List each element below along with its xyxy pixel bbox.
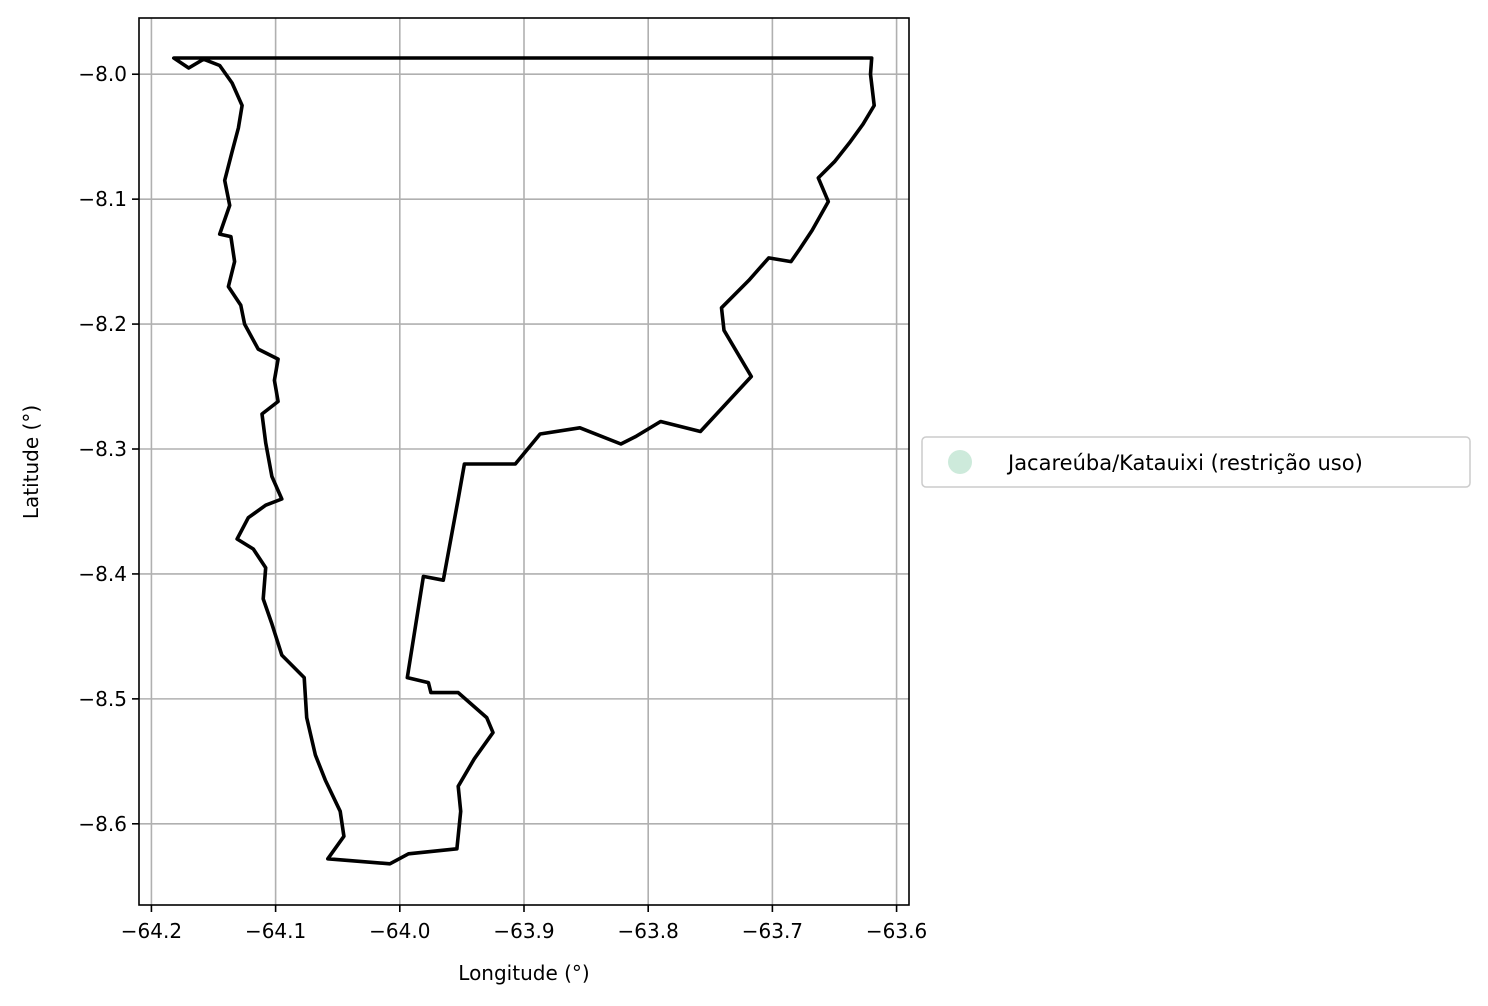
y-tick-label: −8.2	[78, 312, 127, 336]
legend-marker	[948, 450, 972, 474]
x-tick-label: −63.9	[493, 919, 554, 943]
y-tick-label: −8.3	[78, 437, 127, 461]
x-axis-label: Longitude (°)	[458, 961, 589, 985]
map-region-layer	[172, 56, 877, 866]
x-tick-label: −63.8	[618, 919, 679, 943]
x-tick-label: −64.1	[245, 919, 306, 943]
legend-entry-label: Jacareúba/Katauixi (restrição uso)	[1006, 451, 1363, 475]
legend-box	[921, 436, 1471, 488]
y-tick-label: −8.5	[78, 687, 127, 711]
y-tick-label: −8.6	[78, 812, 127, 836]
region-boundary	[172, 56, 877, 866]
axis-ticks: −64.2 −64.1 −64.0 −63.9 −63.8 −63.7 −63.6 −8.0 −…	[78, 62, 927, 943]
x-tick-label: −64.0	[369, 919, 430, 943]
y-tick-label: −8.4	[78, 562, 127, 586]
x-tick-label: −63.7	[742, 919, 803, 943]
y-tick-label: −8.0	[78, 62, 127, 86]
legend: Jacareúba/Katauixi (restrição uso)	[921, 436, 1471, 488]
x-tick-label: −63.6	[866, 919, 927, 943]
y-axis-label: Latitude (°)	[19, 405, 43, 519]
y-tick-label: −8.1	[78, 187, 127, 211]
x-tick-label: −64.2	[121, 919, 182, 943]
